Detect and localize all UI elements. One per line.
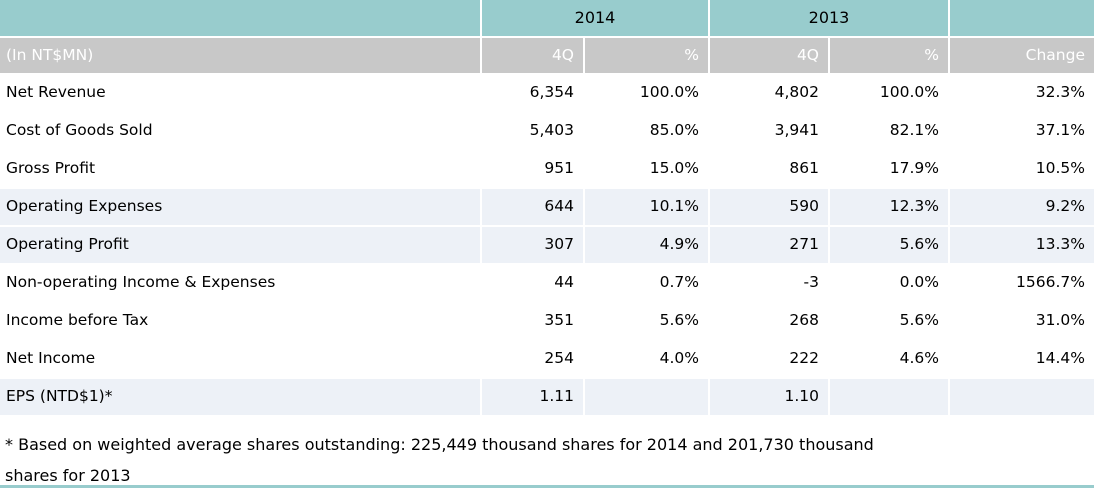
row-label: Cost of Goods Sold: [0, 112, 482, 151]
year-header-2014: 2014: [481, 0, 710, 38]
cell-pct-2014: 5.6%: [584, 302, 710, 341]
cell-q4-2013: 222: [709, 340, 830, 379]
cell-q4-2013: 861: [709, 150, 830, 189]
row-label: Net Income: [0, 340, 482, 379]
cell-q4-2014: 1.11: [481, 378, 585, 417]
footnote-line-2: shares for 2013: [5, 466, 131, 485]
cell-change: 1566.7%: [949, 264, 1094, 303]
cell-pct-2014: 4.9%: [584, 226, 710, 265]
table-row-gross-profit: Gross Profit 951 15.0% 861 17.9% 10.5%: [0, 150, 1094, 189]
cell-pct-2014: 0.7%: [584, 264, 710, 303]
cell-pct-2014: 85.0%: [584, 112, 710, 151]
footnote-line-1: * Based on weighted average shares outst…: [5, 435, 874, 454]
col-header-q4-2014: 4Q: [481, 37, 585, 75]
cell-change: [949, 378, 1094, 417]
column-header-row: (In NT$MN) 4Q % 4Q % Change: [0, 37, 1094, 75]
table-row-net-revenue: Net Revenue 6,354 100.0% 4,802 100.0% 32.3%: [0, 74, 1094, 113]
bottom-accent-rule: [0, 485, 1094, 488]
cell-q4-2014: 644: [481, 188, 585, 227]
row-label: Non-operating Income & Expenses: [0, 264, 482, 303]
cell-pct-2014: 4.0%: [584, 340, 710, 379]
cell-pct-2013: 17.9%: [829, 150, 950, 189]
cell-change: 13.3%: [949, 226, 1094, 265]
row-label: EPS (NTD$1)*: [0, 378, 482, 417]
cell-change: 37.1%: [949, 112, 1094, 151]
cell-q4-2014: 307: [481, 226, 585, 265]
cell-q4-2014: 951: [481, 150, 585, 189]
cell-change: 14.4%: [949, 340, 1094, 379]
row-label: Operating Expenses: [0, 188, 482, 227]
cell-q4-2014: 5,403: [481, 112, 585, 151]
cell-pct-2013: 82.1%: [829, 112, 950, 151]
cell-q4-2013: 268: [709, 302, 830, 341]
cell-pct-2014: 100.0%: [584, 74, 710, 113]
table-row-eps-ntd-1: EPS (NTD$1)* 1.11 1.10: [0, 378, 1094, 417]
row-label: Income before Tax: [0, 302, 482, 341]
table-row-operating-profit: Operating Profit 307 4.9% 271 5.6% 13.3%: [0, 226, 1094, 265]
cell-q4-2013: -3: [709, 264, 830, 303]
cell-pct-2013: 0.0%: [829, 264, 950, 303]
cell-q4-2014: 6,354: [481, 74, 585, 113]
row-label: Net Revenue: [0, 74, 482, 113]
table-row-operating-expenses: Operating Expenses 644 10.1% 590 12.3% 9.2%: [0, 188, 1094, 227]
cell-pct-2013: 4.6%: [829, 340, 950, 379]
cell-change: 31.0%: [949, 302, 1094, 341]
cell-pct-2013: 5.6%: [829, 226, 950, 265]
cell-q4-2013: 1.10: [709, 378, 830, 417]
cell-pct-2014: 15.0%: [584, 150, 710, 189]
col-header-q4-2013: 4Q: [709, 37, 830, 75]
table-row-cost-of-goods-sold: Cost of Goods Sold 5,403 85.0% 3,941 82.1% 37…: [0, 112, 1094, 151]
col-header-change: Change: [949, 37, 1094, 75]
cell-q4-2014: 44: [481, 264, 585, 303]
year-header-change-spacer: [949, 0, 1094, 38]
cell-q4-2014: 351: [481, 302, 585, 341]
year-header-row: 2014 2013: [0, 0, 1094, 38]
cell-q4-2013: 590: [709, 188, 830, 227]
cell-change: 32.3%: [949, 74, 1094, 113]
cell-pct-2013: [829, 378, 950, 417]
year-header-2013: 2013: [709, 0, 950, 38]
table-row-non-operating-income-expenses: Non-operating Income & Expenses 44 0.7% -3 0…: [0, 264, 1094, 303]
footnote: * Based on weighted average shares outst…: [0, 417, 1094, 491]
cell-pct-2013: 12.3%: [829, 188, 950, 227]
table-row-income-before-tax: Income before Tax 351 5.6% 268 5.6% 31.0%: [0, 302, 1094, 341]
cell-q4-2013: 271: [709, 226, 830, 265]
cell-q4-2014: 254: [481, 340, 585, 379]
col-header-pct-2013: %: [829, 37, 950, 75]
cell-q4-2013: 3,941: [709, 112, 830, 151]
row-label: Gross Profit: [0, 150, 482, 189]
cell-pct-2014: [584, 378, 710, 417]
col-header-pct-2014: %: [584, 37, 710, 75]
row-label: Operating Profit: [0, 226, 482, 265]
year-header-spacer: [0, 0, 482, 38]
cell-q4-2013: 4,802: [709, 74, 830, 113]
cell-pct-2013: 5.6%: [829, 302, 950, 341]
income-statement-table: 2014 2013 (In NT$MN) 4Q % 4Q % Change Ne…: [0, 0, 1094, 417]
cell-pct-2014: 10.1%: [584, 188, 710, 227]
cell-change: 9.2%: [949, 188, 1094, 227]
table-row-net-income: Net Income 254 4.0% 222 4.6% 14.4%: [0, 340, 1094, 379]
cell-pct-2013: 100.0%: [829, 74, 950, 113]
cell-change: 10.5%: [949, 150, 1094, 189]
unit-label: (In NT$MN): [0, 37, 482, 75]
